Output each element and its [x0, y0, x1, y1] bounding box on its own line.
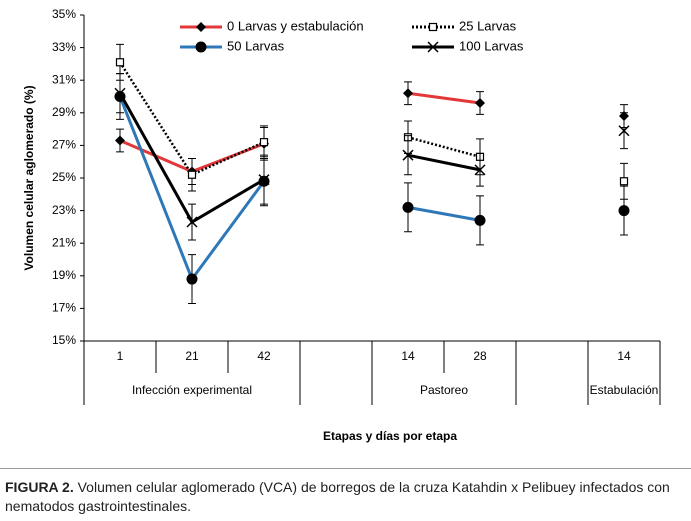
y-tick-label: 19% — [52, 268, 76, 282]
y-tick-label: 17% — [52, 301, 76, 315]
data-point — [115, 58, 125, 67]
data-point — [474, 164, 486, 176]
y-tick-label: 23% — [52, 203, 76, 217]
y-tick-label: 31% — [52, 72, 76, 86]
data-point — [619, 177, 629, 186]
data-point — [186, 273, 198, 285]
separator — [0, 468, 691, 469]
series-line — [407, 205, 481, 222]
series-line — [407, 153, 481, 172]
x-axis-title: Etapas y días por etapa — [323, 429, 457, 443]
y-axis-title: Volumen celular aglomerado (%) — [22, 85, 36, 270]
y-tick-label: 27% — [52, 138, 76, 152]
y-tick-label: 33% — [52, 40, 76, 54]
legend-label: 100 Larvas — [459, 38, 524, 53]
legend-marker — [427, 41, 439, 53]
data-point — [402, 201, 414, 213]
legend-marker — [428, 22, 438, 32]
series-line — [407, 91, 481, 105]
data-point — [474, 214, 486, 226]
series-line — [407, 136, 481, 159]
x-tick-label: 14 — [401, 349, 415, 363]
data-point — [403, 88, 413, 99]
data-point — [115, 135, 125, 146]
x-tick-label: 21 — [185, 349, 199, 363]
x-tick-label: 42 — [257, 349, 271, 363]
legend-label: 50 Larvas — [227, 38, 285, 53]
y-tick-label: 35% — [52, 7, 76, 21]
data-point — [475, 98, 485, 109]
x-tick-label: 28 — [473, 349, 487, 363]
data-point — [186, 216, 198, 228]
x-tick-label: 1 — [117, 349, 124, 363]
series-line — [118, 92, 265, 225]
legend-marker — [195, 41, 207, 53]
caption-text: Volumen celular aglomerado (VCA) de borr… — [5, 479, 670, 514]
y-tick-label: 21% — [52, 235, 76, 249]
caption-label: FIGURA 2. — [5, 479, 74, 495]
group-label: Estabulación — [590, 383, 659, 397]
y-tick-label: 15% — [52, 333, 76, 347]
y-tick-label: 29% — [52, 105, 76, 119]
group-label: Pastoreo — [420, 383, 468, 397]
data-point — [258, 174, 270, 186]
caption: FIGURA 2. Volumen celular aglomerado (VC… — [5, 478, 685, 516]
data-point — [618, 125, 630, 137]
legend-label: 0 Larvas y estabulación — [227, 18, 364, 33]
data-point — [187, 170, 197, 179]
group-label: Infección experimental — [132, 383, 252, 397]
data-point — [402, 149, 414, 161]
y-tick-label: 25% — [52, 170, 76, 184]
series-line — [118, 61, 265, 177]
chart: Volumen celular aglomerado (%) Etapas y … — [22, 7, 661, 443]
data-point — [114, 87, 126, 99]
x-tick-label: 14 — [617, 349, 631, 363]
legend-marker — [196, 22, 206, 32]
data-point — [259, 138, 269, 147]
legend-label: 25 Larvas — [459, 18, 517, 33]
data-point — [618, 205, 630, 217]
